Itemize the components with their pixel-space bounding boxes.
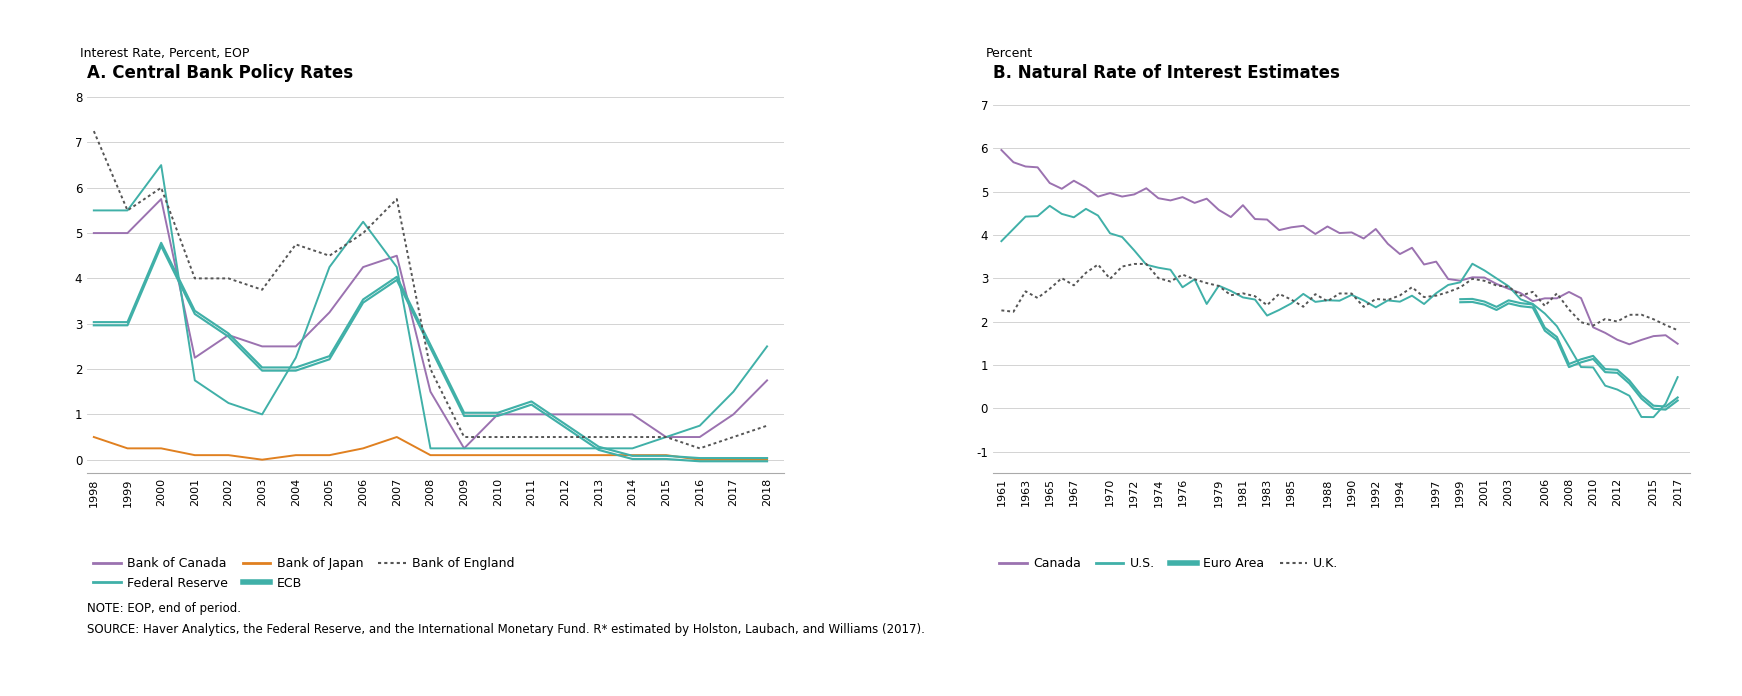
Text: SOURCE: Haver Analytics, the Federal Reserve, and the International Monetary Fun: SOURCE: Haver Analytics, the Federal Res… [87, 623, 925, 636]
Text: NOTE: EOP, end of period.: NOTE: EOP, end of period. [87, 602, 240, 615]
Legend: Bank of Canada, Federal Reserve, Bank of Japan, ECB, Bank of England: Bank of Canada, Federal Reserve, Bank of… [94, 557, 514, 590]
Legend: Canada, U.S., Euro Area, U.K.: Canada, U.S., Euro Area, U.K. [1000, 557, 1338, 571]
Text: Interest Rate, Percent, EOP: Interest Rate, Percent, EOP [80, 47, 249, 60]
Text: A. Central Bank Policy Rates: A. Central Bank Policy Rates [87, 64, 354, 82]
Text: Percent: Percent [986, 47, 1033, 60]
Text: B. Natural Rate of Interest Estimates: B. Natural Rate of Interest Estimates [993, 64, 1340, 82]
